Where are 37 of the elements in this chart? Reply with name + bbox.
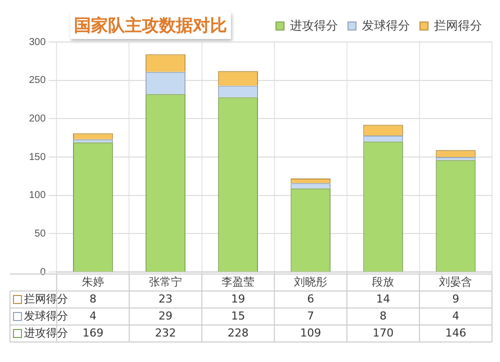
x-tick-label: 李盈莹 <box>222 275 255 288</box>
text: 发球得分 <box>24 309 68 322</box>
data-label: 228 <box>228 326 249 340</box>
y-tick-label: 50 <box>34 228 46 240</box>
y-tick-label: 200 <box>28 113 46 124</box>
y-tick-label: 150 <box>28 152 46 163</box>
data-label: 15 <box>231 309 246 322</box>
data-label: 8 <box>89 292 96 306</box>
data-label: 4 <box>452 309 460 322</box>
data-label: 23 <box>158 292 173 306</box>
data-label: 6 <box>307 292 314 306</box>
x-tick-label: 刘晓彤 <box>294 275 328 288</box>
data-label: 14 <box>376 292 390 306</box>
data-label: 169 <box>82 326 104 340</box>
text: 进攻得分 <box>24 326 68 340</box>
data-label: 4 <box>89 309 96 322</box>
x-tick-label: 张常宁 <box>149 275 182 288</box>
data-label: 146 <box>445 326 466 340</box>
y-tick-label: 100 <box>28 190 46 202</box>
text: 拦网得分 <box>24 292 68 306</box>
data-label: 8 <box>380 309 387 322</box>
x-tick-label: 段放 <box>372 275 394 288</box>
legend-label: 进攻得分 <box>290 18 338 32</box>
x-tick-label: 刘晏含 <box>439 275 472 288</box>
data-label: 19 <box>231 292 246 306</box>
data-label: 29 <box>158 309 173 322</box>
x-tick-label: 朱婷 <box>82 275 104 288</box>
data-label: 109 <box>300 326 322 340</box>
y-tick-label: 250 <box>28 75 46 86</box>
legend-label: 拦网得分 <box>434 18 482 32</box>
legend-label: 发球得分 <box>362 18 410 32</box>
data-label: 232 <box>155 326 176 340</box>
chart-title: 国家队主攻数据对比 <box>70 12 231 39</box>
data-label: 7 <box>307 309 314 322</box>
data-label: 9 <box>452 292 460 306</box>
data-label: 170 <box>372 326 394 340</box>
y-tick-label: 300 <box>28 36 46 48</box>
